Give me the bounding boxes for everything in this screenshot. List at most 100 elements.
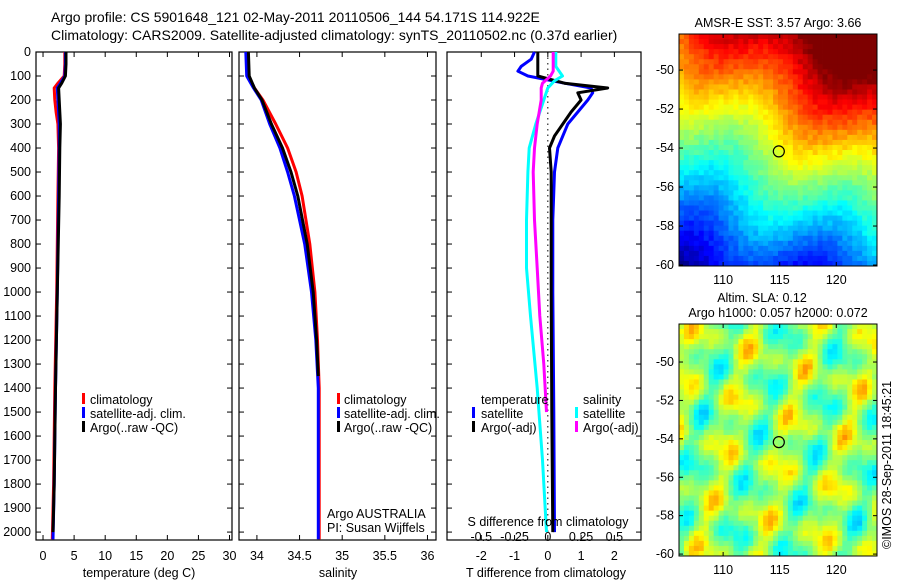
map-cell: [679, 235, 685, 242]
map-cell: [782, 495, 789, 501]
map-cell: [728, 460, 734, 466]
map-cell: [807, 424, 814, 431]
map-cell: [688, 344, 695, 350]
map-cell: [857, 394, 863, 401]
map-cell: [782, 205, 789, 211]
map-cell: [683, 84, 690, 90]
map-cell: [708, 215, 715, 222]
map-cell: [837, 500, 843, 506]
map-cell: [807, 379, 814, 385]
map-cell: [822, 374, 828, 380]
map-cell: [787, 64, 794, 70]
map-cell: [773, 109, 779, 116]
map-cell: [862, 44, 868, 50]
map-cell: [782, 354, 789, 360]
map-cell: [748, 44, 754, 50]
map-cell: [842, 460, 848, 466]
map-cell: [753, 470, 759, 476]
map-cell: [693, 39, 700, 45]
map-cell: [782, 409, 789, 416]
map-cell: [857, 480, 863, 486]
map-cell: [723, 495, 729, 501]
map-cell: [683, 215, 690, 222]
map-cell: [758, 440, 764, 446]
map-cell: [812, 455, 818, 461]
map-cell: [872, 475, 878, 481]
map-cell: [743, 250, 749, 257]
map-cell: [778, 394, 784, 401]
map-cell: [832, 230, 838, 237]
map-cell: [683, 225, 690, 232]
map-cell: [693, 344, 700, 350]
map-cell: [787, 429, 794, 436]
map-cell: [708, 339, 715, 345]
map-cell: [738, 210, 744, 216]
map-cell: [748, 364, 754, 370]
map-cell: [743, 170, 749, 176]
map-cell: [698, 329, 705, 335]
map-cell: [847, 445, 853, 451]
map-cell: [862, 79, 868, 85]
map-cell: [847, 69, 853, 75]
map-cell: [802, 175, 809, 181]
map-cell: [817, 505, 823, 512]
map-cell: [718, 334, 724, 340]
map-cell: [852, 180, 858, 186]
map-cell: [693, 94, 700, 100]
map-cell: [688, 34, 695, 40]
map-cell: [679, 515, 685, 522]
map-cell: [817, 260, 823, 267]
map-cell: [753, 475, 759, 481]
map-cell: [802, 394, 809, 401]
map-cell: [817, 170, 823, 176]
map-cell: [733, 124, 739, 131]
map-cell: [802, 225, 809, 232]
map-cell: [792, 114, 799, 121]
map-cell: [872, 34, 878, 40]
map-cell: [708, 505, 715, 512]
map-cell: [679, 54, 685, 60]
map-cell: [782, 369, 789, 375]
map-cell: [857, 185, 863, 191]
map-cell: [782, 525, 789, 532]
map-cell: [867, 124, 873, 131]
map-cell: [797, 129, 804, 136]
map-cell: [708, 470, 715, 476]
map-cell: [822, 349, 828, 355]
map-cell: [807, 170, 814, 176]
map-cell: [758, 465, 764, 471]
map-cell: [782, 150, 789, 156]
map-cell: [683, 79, 690, 85]
map-cell: [778, 250, 784, 257]
map-cell: [758, 240, 764, 247]
map-cell: [847, 354, 853, 360]
map-cell: [857, 374, 863, 380]
map-cell: [708, 225, 715, 232]
map-cell: [728, 329, 734, 335]
map-cell: [852, 419, 858, 426]
map-cell: [758, 94, 764, 100]
map-cell: [748, 180, 754, 186]
map-cell: [797, 424, 804, 431]
map-cell: [847, 240, 853, 247]
map-cell: [817, 139, 823, 146]
map-cell: [807, 235, 814, 242]
map-cell: [773, 324, 779, 330]
map-cell: [768, 359, 774, 365]
map-cell: [738, 505, 744, 512]
copyright-label: ©IMOS 28-Sep-2011 18:45:21: [880, 381, 894, 549]
map-cell: [817, 155, 823, 161]
map-cell: [867, 245, 873, 252]
map-cell: [728, 250, 734, 257]
map-cell: [758, 344, 764, 350]
map-cell: [733, 344, 739, 350]
map-cell: [733, 64, 739, 70]
map-cell: [802, 205, 809, 211]
map-cell: [837, 384, 843, 390]
map-cell: [748, 104, 754, 111]
map-cell: [867, 210, 873, 216]
map-cell: [827, 240, 833, 247]
map-cell: [778, 195, 784, 201]
map-cell: [802, 445, 809, 451]
map-cell: [832, 54, 838, 60]
